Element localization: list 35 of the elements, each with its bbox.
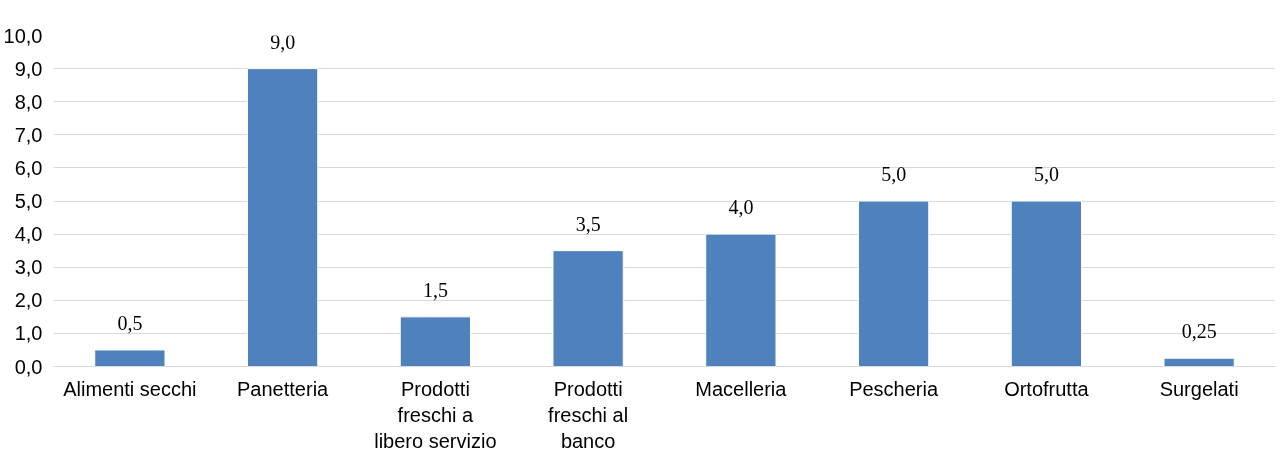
data-label: 4,0 — [728, 196, 754, 219]
y-tick-label: 0,0 — [14, 355, 43, 378]
bar — [399, 316, 472, 367]
y-tick-label: 3,0 — [14, 256, 43, 279]
y-tick-label: 10,0 — [3, 24, 43, 47]
data-label: 0,25 — [1181, 320, 1217, 343]
y-tick-label: 1,0 — [14, 322, 43, 345]
x-tick-label: Macelleria — [695, 377, 788, 400]
data-label: 5,0 — [881, 163, 907, 185]
y-tick-label: 9,0 — [14, 57, 43, 80]
data-label: 3,5 — [575, 212, 601, 235]
bar — [1163, 357, 1235, 367]
bar — [705, 233, 777, 367]
y-tick-label: 2,0 — [14, 289, 43, 312]
bar — [857, 200, 930, 367]
x-tick-label: Alimenti secchi — [63, 377, 197, 400]
y-tick-label: 4,0 — [14, 223, 43, 246]
x-tick-label: Prodotti freschi al banco — [548, 377, 629, 453]
x-tick-label: Ortofrutta — [1004, 377, 1090, 400]
x-tick-label: Prodotti freschi a libero servizio — [374, 377, 497, 453]
x-tick-label: Pescheria — [849, 377, 939, 400]
data-label: 0,5 — [117, 311, 143, 334]
data-label: 5,0 — [1033, 163, 1059, 185]
bar — [94, 349, 166, 367]
y-tick-label: 6,0 — [14, 156, 43, 179]
bar — [1010, 200, 1083, 367]
y-tick-label: 7,0 — [14, 123, 43, 146]
data-label: 1,5 — [422, 278, 448, 301]
y-tick-label: 8,0 — [14, 90, 43, 113]
y-tick-label: 5,0 — [14, 190, 43, 212]
bar — [246, 68, 319, 367]
bar — [552, 250, 624, 367]
data-label: 9,0 — [270, 30, 296, 53]
x-tick-label: Panetteria — [237, 377, 330, 400]
x-tick-label: Surgelati — [1159, 377, 1239, 400]
